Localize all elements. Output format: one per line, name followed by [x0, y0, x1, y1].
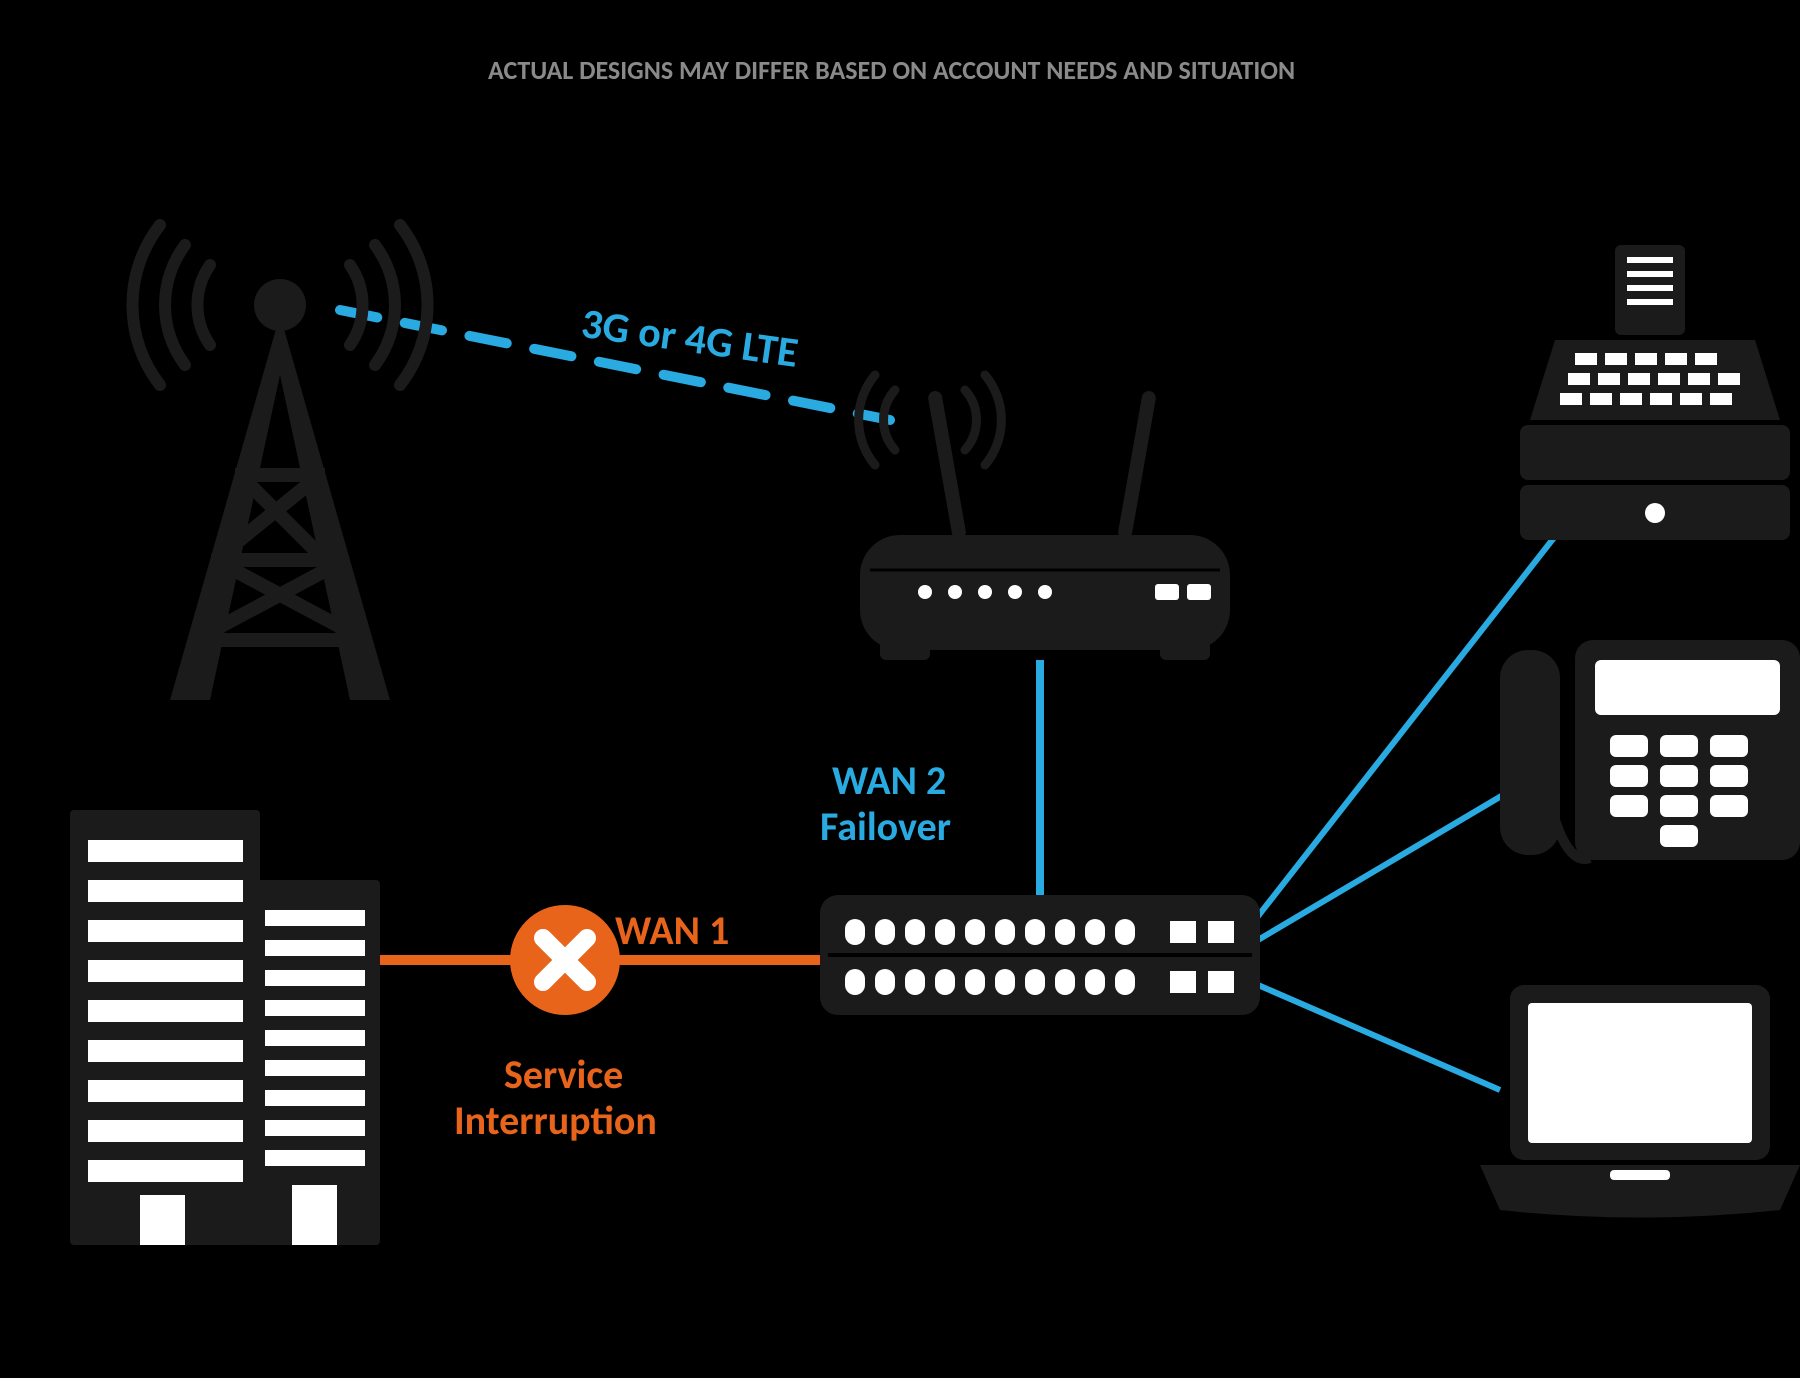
diagram-canvas: ACTUAL DESIGNS MAY DIFFER BASED ON ACCOU… [0, 0, 1800, 1378]
laptop-icon [0, 0, 1800, 1378]
label-service-line2: Interruption [454, 1098, 657, 1144]
header-disclaimer: ACTUAL DESIGNS MAY DIFFER BASED ON ACCOU… [488, 56, 1295, 86]
label-wan1: WAN 1 [615, 908, 729, 954]
label-wan2-line1: WAN 2 [832, 758, 946, 804]
label-service-line1: Service [504, 1052, 623, 1098]
label-wan2-line2: Failover [820, 804, 951, 850]
